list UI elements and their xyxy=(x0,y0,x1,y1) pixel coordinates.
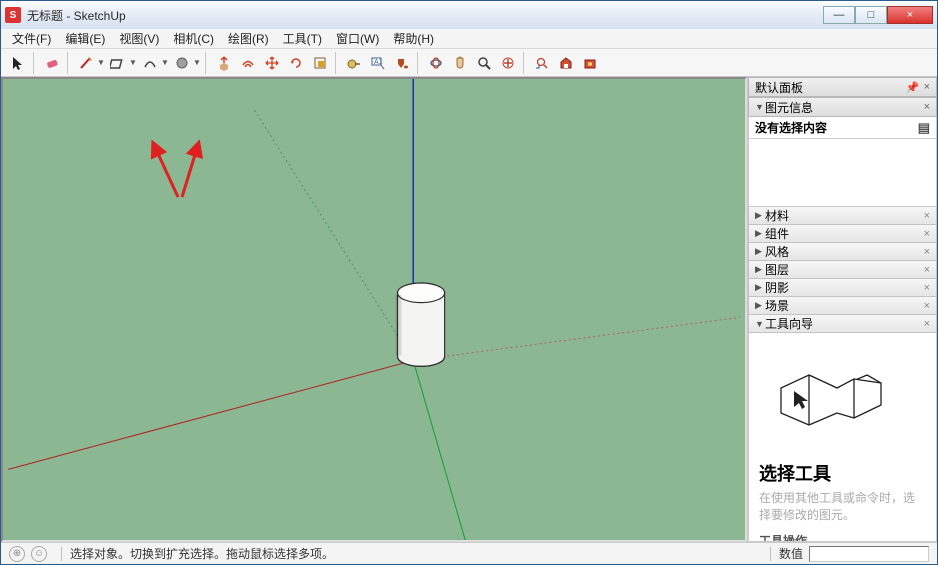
menu-bar: 文件(F) 编辑(E) 视图(V) 相机(C) 绘图(R) 工具(T) 窗口(W… xyxy=(1,29,937,49)
status-hint: 选择对象。切换到扩充选择。拖动鼠标选择多项。 xyxy=(70,545,762,562)
close-icon[interactable]: × xyxy=(924,318,930,330)
menu-camera[interactable]: 相机(C) xyxy=(166,29,221,48)
close-icon[interactable]: × xyxy=(924,282,930,294)
status-divider xyxy=(770,547,771,561)
offset-tool[interactable] xyxy=(237,52,259,74)
close-icon[interactable]: × xyxy=(924,264,930,276)
instructor-illustration xyxy=(759,343,909,443)
undo-view-tool[interactable] xyxy=(531,52,553,74)
accordion-shadows[interactable]: ▶阴影× xyxy=(748,279,937,297)
entity-info-close-icon[interactable]: × xyxy=(924,101,930,113)
toolbar-separator xyxy=(67,52,71,74)
scene-svg xyxy=(3,79,745,540)
close-icon[interactable]: × xyxy=(924,228,930,240)
pan-tool[interactable] xyxy=(449,52,471,74)
toolbar-separator xyxy=(205,52,209,74)
entity-menu-icon[interactable]: ▤ xyxy=(918,120,930,136)
close-icon[interactable]: × xyxy=(924,300,930,312)
accordion-components[interactable]: ▶组件× xyxy=(748,225,937,243)
viewport-3d[interactable] xyxy=(1,77,747,542)
status-person-icon[interactable]: ☺ xyxy=(31,546,47,562)
entity-info-bar: 没有选择内容 ▤ xyxy=(748,117,937,139)
move-tool[interactable] xyxy=(261,52,283,74)
eraser-tool[interactable] xyxy=(41,52,63,74)
status-bar: ⊕ ☺ 选择对象。切换到扩充选择。拖动鼠标选择多项。 数值 xyxy=(1,542,937,564)
shape-tool-dropdown[interactable]: ▼ xyxy=(129,58,137,67)
toolbar-separator xyxy=(523,52,527,74)
instructor-op-heading: 工具操作 xyxy=(759,532,926,542)
menu-help[interactable]: 帮助(H) xyxy=(386,29,441,48)
extension-tool[interactable] xyxy=(579,52,601,74)
arc-tool[interactable] xyxy=(139,52,161,74)
menu-tools[interactable]: 工具(T) xyxy=(276,29,329,48)
close-button[interactable]: × xyxy=(887,6,933,24)
arc-tool-dropdown[interactable]: ▼ xyxy=(161,58,169,67)
annotation-arrows xyxy=(148,139,218,209)
app-window: S 无标题 - SketchUp — □ × 文件(F) 编辑(E) 视图(V)… xyxy=(0,0,938,565)
text-tool[interactable]: A1 xyxy=(367,52,389,74)
accordion-materials[interactable]: ▶材料× xyxy=(748,207,937,225)
status-divider xyxy=(61,547,62,561)
tape-tool[interactable] xyxy=(343,52,365,74)
close-icon[interactable]: × xyxy=(924,210,930,222)
accordion-layers[interactable]: ▶图层× xyxy=(748,261,937,279)
toolbar-separator xyxy=(33,52,37,74)
zoom-extents-tool[interactable] xyxy=(497,52,519,74)
select-tool[interactable] xyxy=(7,52,29,74)
no-selection-label: 没有选择内容 xyxy=(755,119,918,136)
accordion-styles[interactable]: ▶风格× xyxy=(748,243,937,261)
circle-tool-dropdown[interactable]: ▼ xyxy=(193,58,201,67)
tray-title: 默认面板 xyxy=(755,79,902,96)
entity-info-header[interactable]: ▼ 图元信息 × xyxy=(748,97,937,117)
app-icon: S xyxy=(5,7,21,23)
shape-tool[interactable] xyxy=(107,52,129,74)
status-value-label: 数值 xyxy=(779,545,803,562)
menu-draw[interactable]: 绘图(R) xyxy=(221,29,276,48)
close-icon[interactable]: × xyxy=(924,246,930,258)
toolbar: ▼ ▼ ▼ ▼ A1 xyxy=(1,49,937,77)
entity-info-title: 图元信息 xyxy=(765,99,920,116)
accordion-scenes[interactable]: ▶场景× xyxy=(748,297,937,315)
pushpull-tool[interactable] xyxy=(213,52,235,74)
circle-tool[interactable] xyxy=(171,52,193,74)
tray-close-icon[interactable]: × xyxy=(924,81,930,93)
status-value-input[interactable] xyxy=(809,546,929,562)
warehouse-tool[interactable] xyxy=(555,52,577,74)
toolbar-separator xyxy=(417,52,421,74)
line-tool-dropdown[interactable]: ▼ xyxy=(97,58,105,67)
tray-header[interactable]: 默认面板 📌 × xyxy=(748,77,937,97)
window-buttons: — □ × xyxy=(823,6,933,24)
title-bar: S 无标题 - SketchUp — □ × xyxy=(1,1,937,29)
orbit-tool[interactable] xyxy=(425,52,447,74)
toolbar-separator xyxy=(335,52,339,74)
menu-window[interactable]: 窗口(W) xyxy=(329,29,386,48)
rotate-tool[interactable] xyxy=(285,52,307,74)
line-tool[interactable] xyxy=(75,52,97,74)
accordion-instructor[interactable]: ▼工具向导× xyxy=(748,315,937,333)
entity-info-body xyxy=(748,139,937,207)
instructor-desc: 在使用其他工具或命令时，选择要修改的图元。 xyxy=(759,490,926,524)
scale-tool[interactable] xyxy=(309,52,331,74)
menu-edit[interactable]: 编辑(E) xyxy=(58,29,112,48)
right-panel: 默认面板 📌 × ▼ 图元信息 × 没有选择内容 ▤ ▶材料× ▶组件× ▶风格… xyxy=(747,77,937,542)
maximize-button[interactable]: □ xyxy=(855,6,887,24)
menu-file[interactable]: 文件(F) xyxy=(5,29,58,48)
status-geo-icon[interactable]: ⊕ xyxy=(9,546,25,562)
instructor-body: 选择工具 在使用其他工具或命令时，选择要修改的图元。 工具操作 1. 点击图元。… xyxy=(748,333,937,542)
paint-tool[interactable] xyxy=(391,52,413,74)
menu-view[interactable]: 视图(V) xyxy=(112,29,166,48)
instructor-title: 选择工具 xyxy=(759,460,926,486)
minimize-button[interactable]: — xyxy=(823,6,855,24)
window-title: 无标题 - SketchUp xyxy=(27,7,823,24)
tray-pin-icon[interactable]: 📌 xyxy=(906,81,920,94)
zoom-tool[interactable] xyxy=(473,52,495,74)
content-area: 默认面板 📌 × ▼ 图元信息 × 没有选择内容 ▤ ▶材料× ▶组件× ▶风格… xyxy=(1,77,937,542)
